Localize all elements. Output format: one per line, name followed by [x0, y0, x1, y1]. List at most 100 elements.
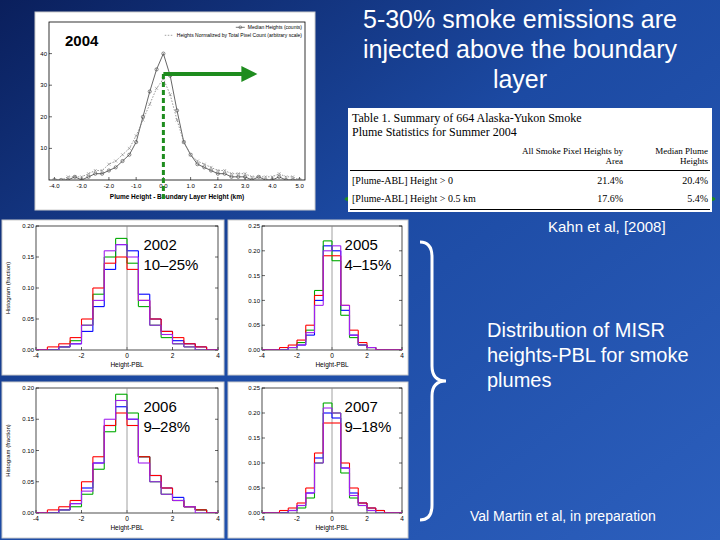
series-marker	[135, 134, 138, 137]
histogram-bin	[306, 330, 315, 331]
histogram-bin	[195, 346, 206, 347]
series-marker	[182, 141, 185, 144]
chart-title: 2004	[65, 32, 99, 49]
histogram-bin	[47, 509, 58, 510]
histogram-bin	[297, 502, 306, 503]
panel-subtitle: 4–15%	[345, 256, 392, 273]
histogram-bin	[173, 500, 184, 501]
histogram-bin	[297, 505, 306, 506]
panel-title: 2006	[143, 398, 176, 415]
histogram-bin	[393, 349, 402, 350]
histogram-bin	[367, 347, 376, 348]
series-marker	[203, 163, 206, 166]
y-tick-label: 0.15	[22, 254, 34, 260]
series-marker	[291, 175, 294, 178]
histogram-bin	[116, 244, 127, 245]
histogram-bin	[323, 407, 332, 408]
x-tick	[172, 510, 173, 513]
y-tick-right	[399, 413, 402, 414]
histogram-bin	[161, 331, 172, 332]
step-riser	[288, 511, 289, 514]
legend-marker	[239, 26, 242, 29]
x-tick-label: 0	[330, 352, 334, 359]
histogram-bin	[127, 256, 138, 257]
series-marker	[121, 159, 124, 162]
histogram-bin	[306, 332, 315, 333]
step-riser	[331, 408, 332, 413]
series-marker	[257, 175, 260, 178]
histogram-bin	[207, 512, 218, 513]
reference-line	[127, 388, 128, 513]
series-marker	[237, 172, 240, 175]
y-tick-right	[399, 438, 402, 439]
histogram-bin	[332, 422, 341, 423]
histogram-bin	[367, 507, 376, 508]
histogram-bin	[150, 318, 161, 319]
series-marker	[101, 169, 104, 172]
series-marker	[155, 68, 158, 71]
histogram-bin	[184, 506, 195, 507]
histogram-bin	[93, 306, 104, 307]
histogram-bin	[315, 300, 324, 301]
step-riser	[375, 348, 376, 350]
x-tick-label: 2	[171, 515, 175, 522]
annotation-arrow-shaft	[163, 72, 243, 76]
histogram-bin	[207, 349, 218, 350]
step-riser	[340, 413, 341, 473]
histogram-bin	[323, 255, 332, 256]
histogram-bin	[297, 507, 306, 508]
histogram-bin	[341, 310, 350, 311]
step-riser	[104, 419, 105, 463]
y-tick	[262, 226, 265, 227]
step-riser	[340, 413, 341, 468]
series-marker	[230, 172, 233, 175]
series-marker	[175, 109, 178, 112]
step-riser	[149, 457, 150, 482]
histogram-bin	[271, 512, 280, 513]
histogram-bin	[150, 475, 161, 476]
y-tick-label: 0.15	[248, 435, 260, 441]
histogram-bin	[70, 343, 81, 344]
histogram-bin	[297, 344, 306, 345]
histogram-bin	[315, 290, 324, 291]
histogram-bin	[332, 250, 341, 251]
reference-line	[332, 388, 333, 513]
histogram-bin	[36, 349, 47, 350]
step-riser	[161, 482, 162, 495]
histogram-bin	[104, 425, 115, 426]
histogram-bin	[271, 512, 280, 513]
step-riser	[183, 497, 184, 506]
step-riser	[366, 506, 367, 511]
histogram-bin	[393, 512, 402, 513]
reference-line	[127, 226, 128, 350]
histogram-bin	[116, 244, 127, 245]
series-marker	[94, 169, 97, 172]
step-riser	[358, 496, 359, 506]
series-marker	[67, 175, 70, 178]
slide-canvas: -4.0-3.0-2.0-1.00.01.02.03.04.05.0102030…	[0, 0, 720, 540]
x-tick-label: -4	[33, 515, 39, 522]
series-marker	[250, 175, 253, 178]
step-riser	[314, 305, 315, 332]
series-marker	[66, 178, 69, 180]
histogram-bin	[93, 469, 104, 470]
x-axis-label: Plume Height - Boundary Layer Height (km…	[110, 193, 244, 201]
histogram-bin	[150, 475, 161, 476]
series-marker	[148, 90, 151, 93]
step-riser	[115, 401, 116, 420]
histogram-bin	[104, 250, 115, 251]
step-riser	[288, 348, 289, 350]
histogram-bin	[297, 340, 306, 341]
histogram-bin	[262, 349, 271, 350]
histogram-bin	[59, 506, 70, 507]
series-marker	[216, 172, 219, 175]
series-marker	[271, 175, 274, 178]
slide-title: 5-30% smoke emissions are injected above…	[350, 4, 690, 94]
y-tick-label: 0.20	[22, 385, 34, 391]
histogram-bin	[385, 512, 394, 513]
series-marker	[80, 178, 83, 180]
y-axis-label: Histogram (fraction)	[5, 424, 11, 477]
step-riser	[366, 345, 367, 347]
histogram-bin	[36, 349, 47, 350]
histogram-bin	[358, 344, 367, 345]
